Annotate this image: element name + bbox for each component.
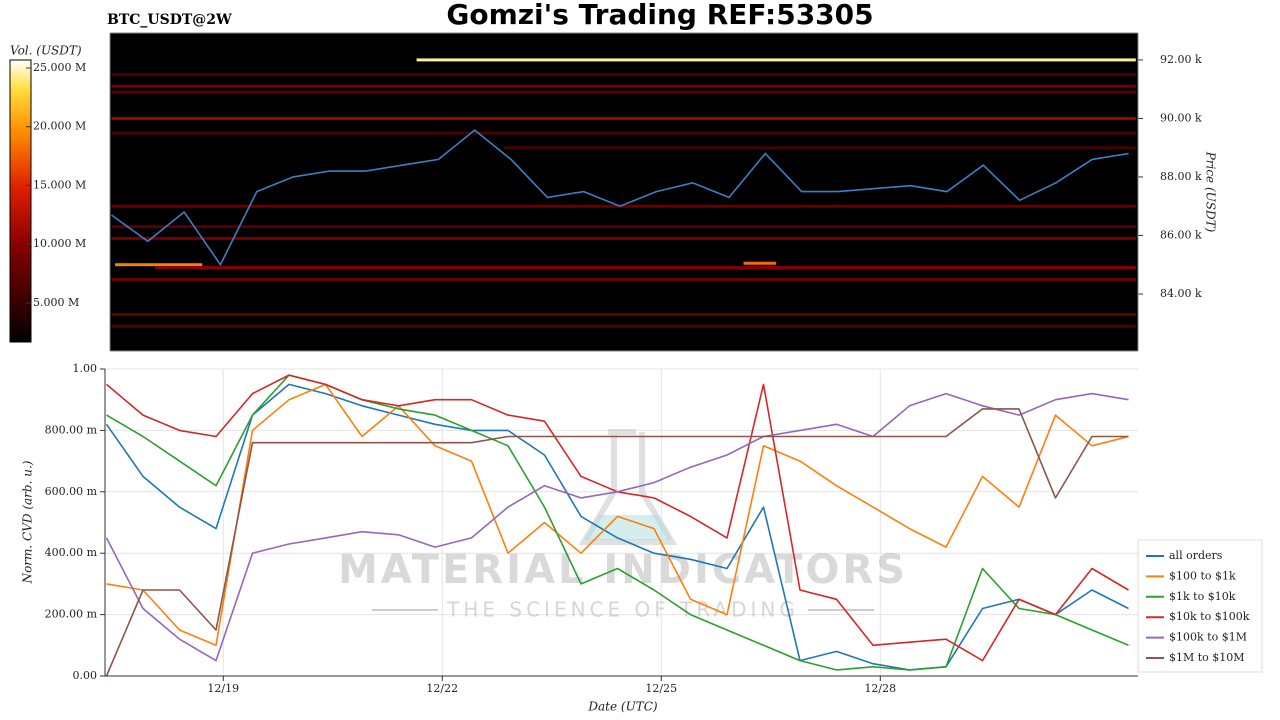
liquidity-band (111, 116, 1136, 120)
y-axis-label: Price (USDT) (1204, 151, 1218, 233)
colorbar-tick-label: 25.000 M (33, 61, 86, 74)
series-line (105, 383, 1129, 671)
heatmap-area (110, 33, 1138, 351)
liquidity-band (111, 73, 1136, 77)
colorbar-tick-label: 20.000 M (33, 120, 86, 133)
series-line (105, 392, 1129, 662)
y-tick-label: 90.00 k (1160, 111, 1202, 124)
series-line (106, 374, 1129, 671)
page-title: Gomzi's Trading REF:53305 (446, 0, 873, 31)
y-tick-label: 800.00 m (45, 423, 98, 436)
series-line (105, 408, 1129, 677)
legend-label: $100k to $1M (1169, 631, 1247, 644)
legend: all orders $100 to $1k $1k to $10k $10k to … (1137, 539, 1263, 673)
y-axis-label: Norm. CVD (arb. u.) (21, 460, 35, 584)
liquidity-band (115, 263, 203, 267)
liquidity-band (111, 84, 1136, 88)
liquidity-band (111, 131, 1136, 135)
y-tick-label: 92.00 k (1160, 53, 1202, 66)
chart-title: BTC_USDT@2W (107, 12, 232, 28)
liquidity-band (416, 58, 1136, 62)
colorbar-tick-label: 5.000 M (33, 296, 79, 309)
y-tick-label: 86.00 k (1160, 228, 1202, 241)
liquidity-band (111, 225, 1136, 229)
legend-box (1137, 539, 1263, 673)
colorbar-tick-label: 10.000 M (33, 237, 86, 250)
x-tick-label: 12/19 (207, 682, 239, 695)
liquidity-band (111, 312, 1136, 316)
colorbar (9, 59, 32, 343)
liquidity-band (111, 204, 1136, 208)
legend-label: $10k to $100k (1169, 610, 1250, 623)
frame (109, 32, 1139, 352)
colorbar-label: Vol. (USDT) (10, 44, 82, 58)
x-tick-label: 12/28 (864, 682, 896, 695)
x-axis-label: Date (UTC) (587, 700, 657, 714)
y-tick-label: 1.00 (73, 362, 98, 375)
colorbar-tick-label: 15.000 M (33, 178, 86, 191)
x-tick-label: 12/25 (645, 682, 677, 695)
y-tick-label: 200.00 m (45, 608, 98, 621)
watermark-icon (584, 515, 672, 540)
series-line (106, 383, 1129, 647)
y-tick-label: 0.00 (73, 669, 98, 682)
legend-label: $1k to $10k (1169, 590, 1236, 603)
y-tick-label: 84.00 k (1160, 287, 1202, 300)
watermark-subtitle: THE SCIENCE OF TRADING (446, 598, 799, 622)
liquidity-band (111, 324, 1136, 328)
y-tick-label: 600.00 m (45, 485, 98, 498)
liquidity-band (111, 277, 1136, 281)
liquidity-band (743, 261, 777, 265)
liquidity-band (503, 146, 1136, 150)
liquidity-band (111, 236, 1136, 240)
legend-label: $100 to $1k (1169, 569, 1236, 582)
y-tick-label: 400.00 m (45, 546, 98, 559)
legend-label: all orders (1169, 549, 1223, 562)
watermark-title: MATERIAL INDICATORS (338, 547, 908, 593)
y-tick-label: 88.00 k (1160, 170, 1202, 183)
price-line (111, 129, 1129, 267)
liquidity-band (155, 266, 1136, 270)
liquidity-band (111, 90, 1136, 94)
legend-label: $1M to $10M (1169, 651, 1245, 664)
x-tick-label: 12/22 (426, 682, 458, 695)
